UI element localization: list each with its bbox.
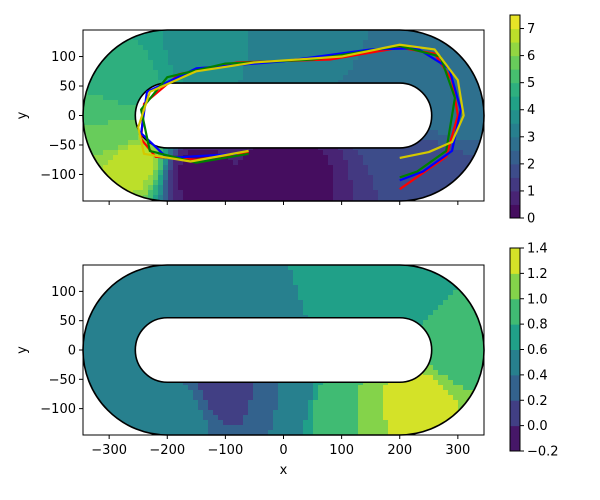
- colorbar-band: [510, 349, 520, 376]
- x-tick-label: 0: [279, 443, 287, 458]
- x-tick-label: 200: [387, 443, 412, 458]
- colorbar-tick-label: 2: [527, 157, 535, 172]
- colorbar-band: [510, 109, 520, 124]
- x-tick-label: −100: [208, 443, 244, 458]
- colorbar-band: [510, 163, 520, 178]
- colorbar-tick-label: 1.0: [527, 292, 548, 307]
- colorbar-band: [510, 42, 520, 57]
- colorbar-tick-label: 4: [527, 103, 535, 118]
- x-tick-label: −200: [149, 443, 185, 458]
- y-tick-label: 0: [68, 109, 76, 124]
- inner-boundary: [134, 316, 433, 384]
- colorbar-tick-label: 6: [527, 49, 535, 64]
- colorbar-tick-label: 0.4: [527, 368, 548, 383]
- colorbar-band: [510, 123, 520, 138]
- colorbar-band: [510, 136, 520, 151]
- colorbar-tick-label: 1.4: [527, 242, 548, 257]
- colorbar-tick-label: 0.2: [527, 394, 548, 409]
- y-axis-label: y: [15, 346, 30, 354]
- trajectory-line-3: [137, 43, 465, 163]
- colorbar-tick-label: 1: [527, 184, 535, 199]
- colorbar-tick-label: 0: [527, 212, 535, 227]
- colorbar-band: [510, 96, 520, 111]
- colorbar-band: [510, 273, 520, 300]
- x-tick-label: 300: [445, 443, 470, 458]
- colorbar-band: [510, 248, 520, 274]
- y-tick-label: 0: [68, 344, 76, 359]
- inner-boundary: [134, 82, 433, 149]
- colorbar-band: [510, 374, 520, 401]
- colorbar-band: [510, 55, 520, 70]
- colorbar-tick-label: −0.2: [527, 445, 559, 460]
- top-colorbar: 0 1 2 3 4 5 6 7: [509, 14, 535, 227]
- colorbar-band: [510, 204, 520, 219]
- bottom-colorbar: −0.2 0.0 0.2 0.4 0.6 0.8 1.0 1.2 1.4: [509, 242, 559, 460]
- y-tick-label: 50: [59, 314, 76, 329]
- colorbar-tick-label: 5: [527, 76, 535, 91]
- colorbar-band: [510, 190, 520, 205]
- colorbar-band: [510, 177, 520, 192]
- colorbar-tick-label: 3: [527, 130, 535, 145]
- colorbar-tick-label: 7: [527, 22, 535, 37]
- colorbar-tick-label: 1.2: [527, 267, 548, 282]
- y-tick-label: 100: [51, 285, 76, 300]
- colorbar-band: [510, 150, 520, 165]
- y-tick-label: −50: [49, 138, 76, 153]
- x-axis-label: x: [280, 463, 288, 478]
- y-tick-label: 100: [51, 50, 76, 65]
- top-plot: 100 50 0 −50 −100 y: [15, 29, 485, 205]
- bottom-plot: −300 −200 −100 0 100 200 300 100 50 0 −50 −100 y x: [15, 264, 485, 478]
- colorbar-band: [510, 298, 520, 325]
- colorbar-tick-label: 0.8: [527, 318, 548, 333]
- colorbar-band: [510, 324, 520, 350]
- y-tick-label: −100: [40, 402, 76, 417]
- y-tick-label: −100: [40, 168, 76, 183]
- colorbar-band: [510, 69, 520, 84]
- colorbar-band: [510, 425, 520, 452]
- y-tick-label: 50: [59, 80, 76, 95]
- y-tick-label: −50: [49, 373, 76, 388]
- x-tick-label: 100: [329, 443, 354, 458]
- colorbar-band: [510, 82, 520, 97]
- colorbar-band: [510, 15, 520, 30]
- x-tick-label: −300: [91, 443, 127, 458]
- y-axis-label: y: [15, 111, 30, 119]
- colorbar-tick-label: 0.0: [527, 419, 548, 434]
- colorbar-band: [510, 400, 520, 427]
- colorbar-tick-label: 0.6: [527, 343, 548, 358]
- colorbar-band: [510, 28, 520, 43]
- colorbar-frame: [509, 14, 521, 219]
